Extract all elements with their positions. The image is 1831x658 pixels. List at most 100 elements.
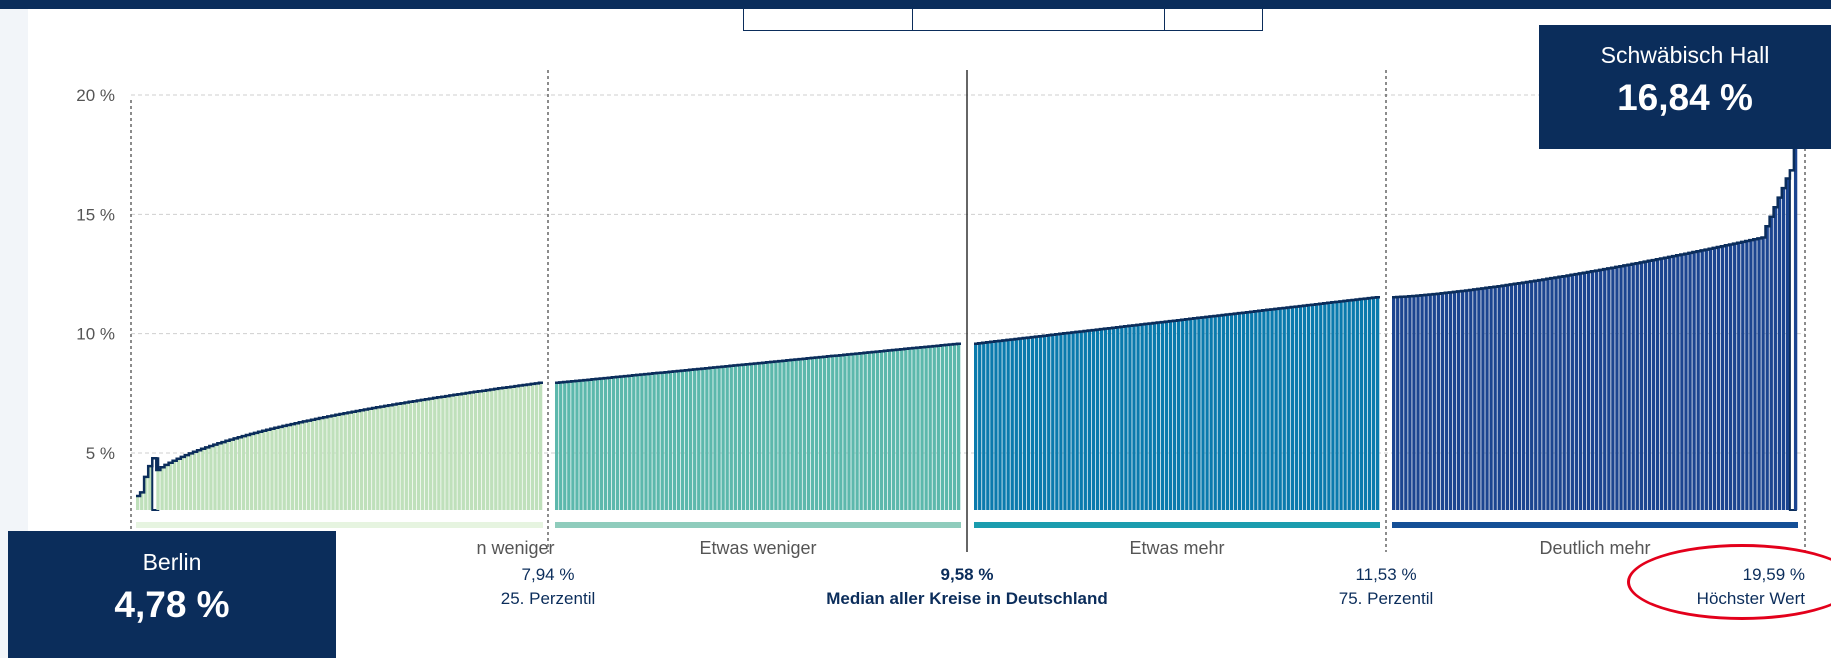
- bar[interactable]: [1623, 265, 1627, 510]
- bar[interactable]: [274, 427, 278, 510]
- bar[interactable]: [798, 359, 802, 510]
- bar[interactable]: [136, 495, 140, 510]
- bar[interactable]: [717, 367, 721, 510]
- bar[interactable]: [1201, 317, 1205, 510]
- bar[interactable]: [1302, 305, 1307, 510]
- bar[interactable]: [286, 425, 290, 510]
- bar[interactable]: [453, 394, 457, 510]
- bar[interactable]: [956, 343, 961, 510]
- bar[interactable]: [1595, 270, 1599, 510]
- bar[interactable]: [978, 343, 982, 510]
- bar[interactable]: [599, 378, 603, 510]
- bar[interactable]: [632, 375, 636, 510]
- bar[interactable]: [205, 447, 209, 510]
- bar[interactable]: [1270, 309, 1274, 510]
- bar[interactable]: [1294, 306, 1299, 510]
- bar[interactable]: [607, 377, 612, 510]
- bar[interactable]: [555, 382, 559, 510]
- bar[interactable]: [1493, 286, 1497, 510]
- bar[interactable]: [974, 343, 978, 510]
- bar[interactable]: [688, 369, 693, 510]
- bar[interactable]: [323, 417, 327, 510]
- bar[interactable]: [1635, 263, 1639, 510]
- bar[interactable]: [245, 435, 250, 510]
- bar[interactable]: [1278, 308, 1282, 510]
- bar[interactable]: [412, 401, 417, 510]
- bar[interactable]: [1258, 310, 1262, 510]
- bar[interactable]: [1067, 332, 1071, 510]
- bar[interactable]: [1193, 318, 1197, 510]
- bar[interactable]: [1651, 260, 1656, 510]
- bar[interactable]: [664, 372, 668, 510]
- bar[interactable]: [1075, 331, 1079, 510]
- bar[interactable]: [1590, 271, 1595, 510]
- bar[interactable]: [1059, 333, 1063, 510]
- bar[interactable]: [1221, 315, 1225, 510]
- bar[interactable]: [1655, 259, 1660, 510]
- bar[interactable]: [392, 404, 396, 510]
- bar[interactable]: [1481, 288, 1485, 510]
- bar[interactable]: [1716, 247, 1721, 510]
- bar[interactable]: [441, 396, 445, 510]
- bar[interactable]: [676, 370, 681, 510]
- bar[interactable]: [1254, 311, 1258, 510]
- bar[interactable]: [1558, 276, 1562, 510]
- bar[interactable]: [404, 402, 408, 511]
- bar[interactable]: [396, 403, 400, 510]
- bar[interactable]: [1116, 327, 1120, 510]
- bar[interactable]: [575, 380, 579, 510]
- bar[interactable]: [1647, 260, 1652, 510]
- bar[interactable]: [433, 397, 437, 510]
- bar[interactable]: [262, 430, 266, 510]
- bar[interactable]: [144, 476, 148, 510]
- bar[interactable]: [896, 349, 900, 510]
- bar[interactable]: [1733, 243, 1737, 510]
- bar[interactable]: [1550, 278, 1554, 510]
- bar[interactable]: [1440, 293, 1445, 510]
- bar[interactable]: [1692, 252, 1696, 511]
- bar[interactable]: [327, 416, 331, 510]
- bar[interactable]: [1112, 327, 1116, 510]
- bar[interactable]: [684, 370, 689, 510]
- bar[interactable]: [611, 377, 616, 510]
- bar[interactable]: [709, 367, 713, 510]
- bar[interactable]: [640, 374, 644, 510]
- bar[interactable]: [1339, 301, 1343, 510]
- bar[interactable]: [494, 388, 498, 510]
- bar[interactable]: [883, 350, 888, 510]
- bar[interactable]: [490, 389, 494, 510]
- bar[interactable]: [1538, 280, 1542, 510]
- bar[interactable]: [1444, 292, 1449, 510]
- bar[interactable]: [1412, 295, 1416, 510]
- bar[interactable]: [1708, 248, 1713, 510]
- bar[interactable]: [1022, 338, 1027, 510]
- bar[interactable]: [1091, 330, 1096, 510]
- bar[interactable]: [1461, 290, 1465, 510]
- bar[interactable]: [1160, 322, 1165, 510]
- bar[interactable]: [1262, 310, 1266, 510]
- bar[interactable]: [1164, 321, 1169, 510]
- bar[interactable]: [1250, 311, 1254, 510]
- bar[interactable]: [871, 351, 876, 510]
- bar[interactable]: [1643, 261, 1648, 510]
- bar[interactable]: [693, 369, 697, 510]
- bar[interactable]: [587, 379, 591, 510]
- bar[interactable]: [1781, 188, 1786, 510]
- bar[interactable]: [794, 359, 798, 510]
- bar[interactable]: [1396, 297, 1400, 510]
- bar[interactable]: [1749, 240, 1753, 510]
- bar[interactable]: [168, 462, 172, 510]
- bar[interactable]: [1120, 326, 1124, 510]
- bar[interactable]: [506, 387, 510, 510]
- bar[interactable]: [1367, 298, 1372, 510]
- bar[interactable]: [180, 456, 185, 510]
- bar[interactable]: [887, 350, 892, 510]
- bar[interactable]: [351, 411, 356, 510]
- bar[interactable]: [1310, 304, 1315, 510]
- bar[interactable]: [530, 383, 535, 510]
- bar[interactable]: [628, 375, 632, 510]
- bar[interactable]: [266, 429, 270, 510]
- bar[interactable]: [294, 423, 299, 510]
- bar[interactable]: [1676, 255, 1680, 510]
- bar[interactable]: [1355, 299, 1359, 511]
